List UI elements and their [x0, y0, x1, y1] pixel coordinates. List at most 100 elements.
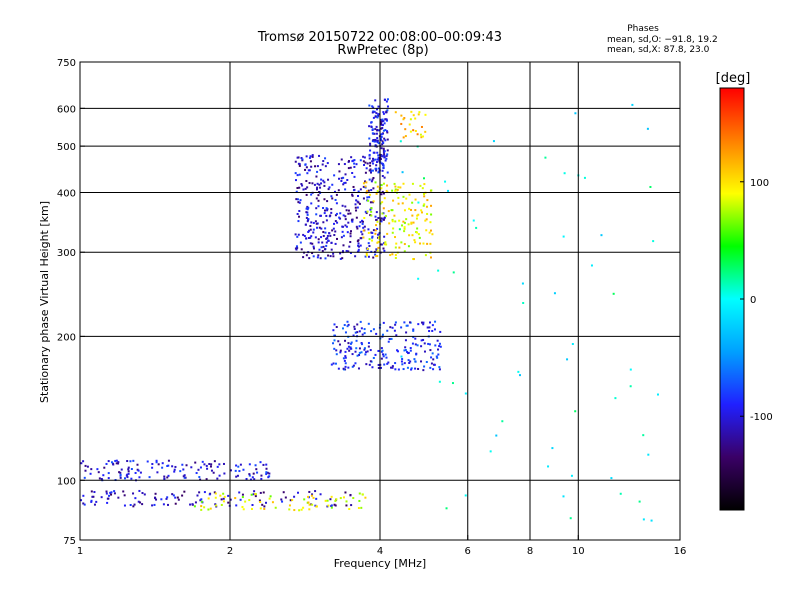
data-point: [151, 463, 154, 466]
data-point: [105, 492, 108, 495]
data-point: [305, 179, 308, 182]
data-point: [117, 461, 120, 464]
data-point: [241, 493, 244, 496]
data-point: [381, 132, 384, 135]
data-point: [306, 172, 309, 175]
data-point: [422, 177, 425, 180]
data-point: [370, 121, 373, 124]
data-point: [352, 185, 355, 188]
data-point: [403, 321, 406, 324]
data-point: [166, 503, 169, 506]
data-point: [332, 255, 335, 258]
data-point: [361, 333, 364, 336]
data-point: [371, 366, 374, 369]
data-point: [398, 228, 401, 231]
data-point: [298, 173, 301, 176]
data-point: [427, 342, 430, 345]
data-point: [209, 465, 212, 468]
data-point: [417, 113, 420, 116]
data-point: [369, 214, 372, 217]
data-point: [356, 200, 359, 203]
data-point: [394, 362, 397, 365]
data-point: [369, 360, 372, 363]
data-point: [409, 130, 412, 133]
data-point: [311, 503, 314, 506]
data-point: [642, 518, 645, 521]
data-point: [367, 242, 370, 245]
data-point: [322, 207, 325, 210]
data-point: [329, 255, 332, 258]
data-point: [309, 242, 312, 245]
data-point: [330, 211, 333, 214]
data-point: [408, 207, 411, 210]
data-point: [364, 161, 367, 164]
data-point: [429, 251, 432, 254]
data-point: [375, 164, 378, 167]
data-point: [339, 497, 342, 500]
data-point: [307, 206, 310, 209]
data-point: [522, 301, 525, 304]
data-point: [181, 494, 184, 497]
data-point: [363, 156, 366, 159]
y-axis-label: Stationary phase Virtual Height [km]: [38, 201, 51, 403]
data-point: [553, 292, 556, 295]
data-point: [234, 497, 237, 500]
data-point: [298, 163, 301, 166]
data-point: [409, 321, 412, 324]
data-point: [338, 170, 341, 173]
data-point: [369, 149, 372, 152]
data-point: [400, 355, 403, 358]
phase-title: Phases: [627, 24, 659, 34]
data-point: [386, 184, 389, 187]
data-point: [92, 495, 95, 498]
data-point: [325, 207, 328, 210]
data-point: [346, 320, 349, 323]
data-point: [411, 182, 414, 185]
data-point: [339, 351, 342, 354]
data-point: [174, 465, 177, 468]
data-point: [80, 462, 83, 465]
data-point: [308, 503, 311, 506]
data-point: [404, 135, 407, 138]
data-point: [358, 354, 361, 357]
data-point: [381, 169, 384, 172]
data-point: [318, 154, 321, 157]
data-point: [376, 141, 379, 144]
data-point: [492, 140, 495, 143]
data-point: [380, 135, 383, 138]
data-point: [369, 144, 372, 147]
data-point: [363, 225, 366, 228]
data-point: [310, 221, 313, 224]
data-point: [304, 223, 307, 226]
data-point: [300, 248, 303, 251]
data-point: [299, 199, 302, 202]
data-point: [114, 459, 117, 462]
data-point: [305, 216, 308, 219]
data-point: [399, 186, 402, 189]
data-point: [151, 504, 154, 507]
data-point: [590, 264, 593, 267]
data-point: [374, 253, 377, 256]
y-tick-label: 600: [57, 104, 76, 115]
data-point: [357, 242, 360, 245]
data-point: [376, 158, 379, 161]
data-point: [370, 189, 373, 192]
data-point: [415, 353, 418, 356]
data-point: [310, 165, 313, 168]
data-point: [347, 250, 350, 253]
data-point: [334, 220, 337, 223]
data-point: [425, 360, 428, 363]
data-point: [166, 476, 169, 479]
data-point: [345, 209, 348, 212]
data-point: [366, 350, 369, 353]
data-point: [143, 493, 146, 496]
data-point: [379, 219, 382, 222]
data-point: [323, 248, 326, 251]
data-point: [330, 241, 333, 244]
data-point: [117, 496, 120, 499]
data-point: [335, 353, 338, 356]
data-point: [260, 474, 263, 477]
data-point: [268, 497, 271, 500]
data-point: [362, 185, 365, 188]
data-point: [344, 491, 347, 494]
